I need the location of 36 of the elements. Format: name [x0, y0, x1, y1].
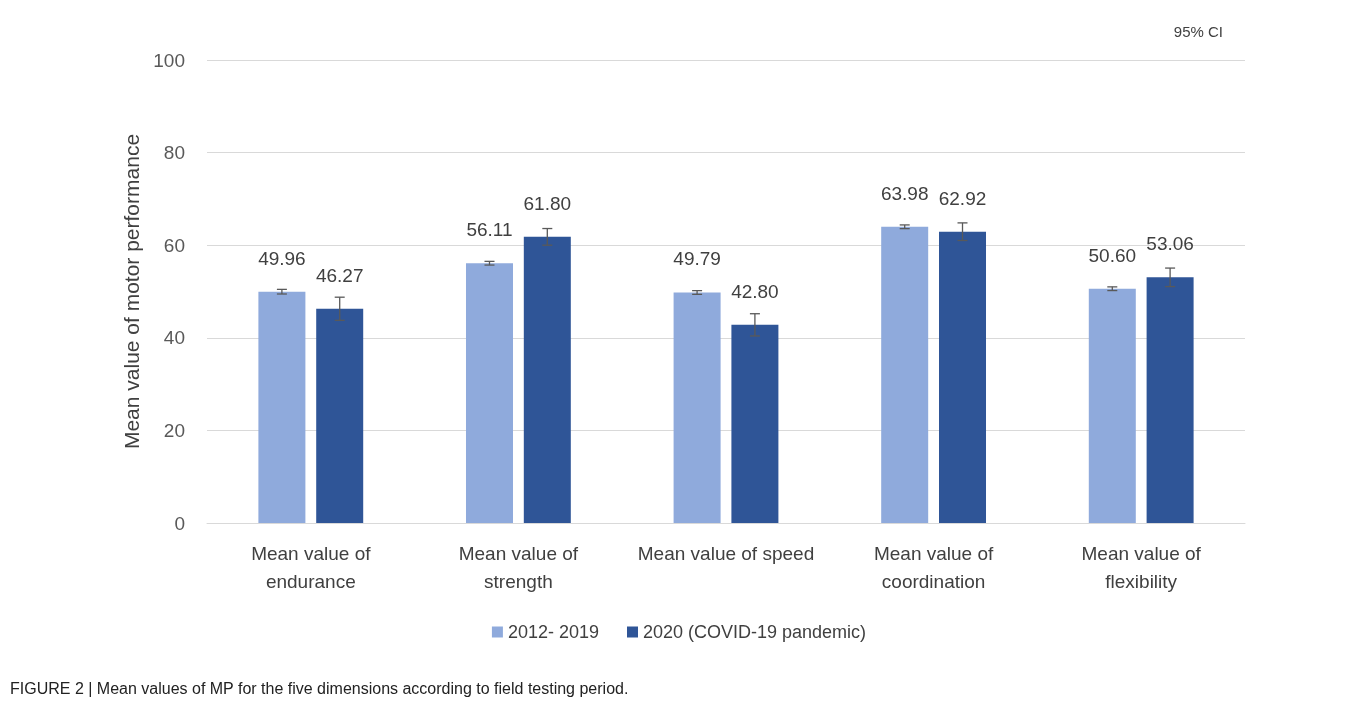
x-tick-label: Mean value of flexibility [1081, 542, 1202, 592]
x-tick-label: Mean value of speed [637, 542, 815, 564]
bar [673, 292, 721, 523]
y-axis-title: Mean value of motor performance [120, 133, 144, 450]
data-label: 49.79 [673, 248, 721, 270]
y-tick-label: 80 [163, 142, 185, 164]
x-tick-label: Mean value of strength [458, 542, 579, 592]
bar [939, 231, 987, 523]
y-tick-label: 60 [163, 234, 185, 256]
data-label: 42.80 [731, 280, 779, 302]
y-tick-label: 40 [163, 327, 185, 349]
data-label: 53.06 [1146, 233, 1194, 255]
data-label: 61.80 [523, 192, 572, 214]
data-label: 62.92 [938, 187, 987, 209]
y-tick-label: 100 [153, 49, 185, 71]
data-label: 46.27 [315, 264, 364, 286]
x-tick-label: Mean value of coordination [873, 542, 994, 592]
caption: FIGURE 2 | Mean values of MP for the five dimensions according to field testing period. [10, 679, 629, 697]
legend-label: 2020 (COVID-19 pandemic) [642, 622, 867, 642]
bar [1146, 277, 1194, 523]
bar [258, 291, 306, 523]
text: 95% CI [1173, 23, 1224, 40]
legend-label: 2012- 2019 [507, 622, 599, 642]
x-tick-label: Mean value of endurance [251, 542, 372, 592]
data-label: 49.96 [258, 247, 306, 269]
data-label: 50.60 [1088, 244, 1137, 266]
data-label: 56.11 [466, 219, 513, 241]
bar [466, 263, 513, 523]
bar [881, 226, 929, 523]
bar [523, 236, 571, 523]
y-tick-label: 0 [174, 512, 185, 534]
bar [731, 324, 779, 523]
bar [1088, 288, 1136, 523]
y-tick-label: 20 [163, 419, 185, 441]
data-label: 63.98 [880, 182, 929, 204]
bar [316, 308, 364, 523]
